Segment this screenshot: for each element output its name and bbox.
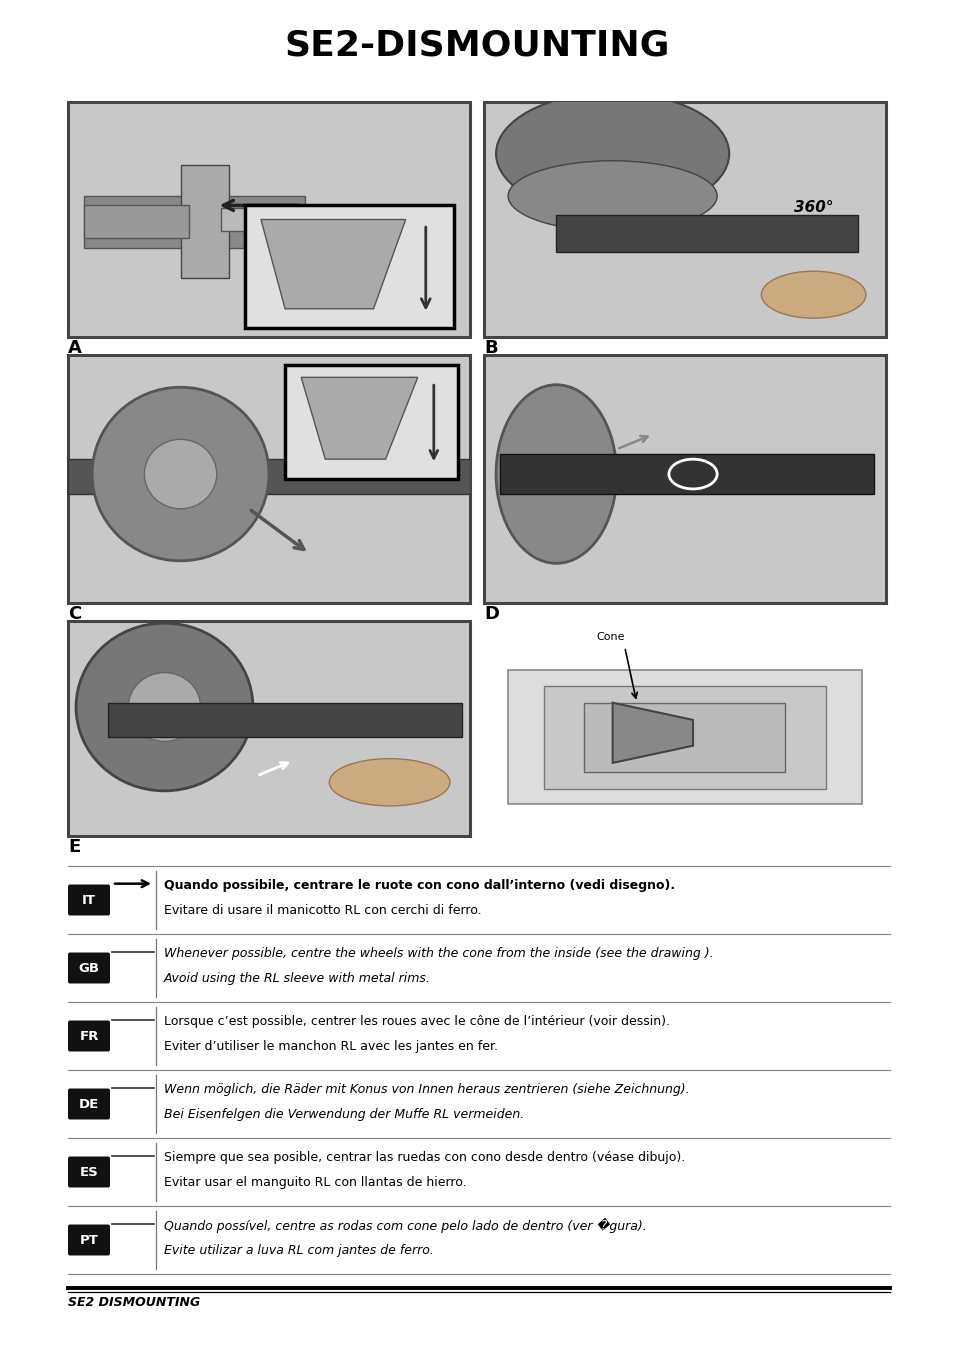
- Text: PT: PT: [79, 1234, 98, 1246]
- Bar: [68, 103, 470, 338]
- Bar: [220, 208, 309, 231]
- Bar: [84, 196, 305, 247]
- Text: Siempre que sea posible, centrar las ruedas con cono desde dentro (véase dibujo): Siempre que sea posible, centrar las rue…: [164, 1150, 684, 1164]
- Text: SE2 DISMOUNTING: SE2 DISMOUNTING: [68, 1296, 200, 1310]
- Text: GB: GB: [78, 961, 99, 975]
- Bar: [556, 215, 857, 252]
- Bar: [508, 671, 861, 803]
- Text: Evitar usar el manguito RL con llantas de hierro.: Evitar usar el manguito RL con llantas d…: [164, 1176, 466, 1189]
- Text: Avoid using the RL sleeve with metal rims.: Avoid using the RL sleeve with metal rim…: [164, 972, 431, 984]
- Text: A: A: [68, 339, 82, 356]
- Bar: [285, 364, 457, 479]
- Bar: [68, 459, 470, 494]
- Bar: [84, 205, 189, 239]
- Text: D: D: [483, 605, 498, 622]
- Text: Lorsque c’est possible, centrer les roues avec le cône de l’intérieur (voir dess: Lorsque c’est possible, centrer les roue…: [164, 1015, 669, 1027]
- Bar: [68, 621, 470, 836]
- Bar: [483, 355, 885, 603]
- Text: Evitare di usare il manicotto RL con cerchi di ferro.: Evitare di usare il manicotto RL con cer…: [164, 903, 481, 917]
- FancyBboxPatch shape: [68, 884, 110, 915]
- Text: Eviter d’utiliser le manchon RL avec les jantes en fer.: Eviter d’utiliser le manchon RL avec les…: [164, 1040, 497, 1053]
- Text: IT: IT: [82, 894, 96, 906]
- Polygon shape: [612, 703, 692, 763]
- Ellipse shape: [92, 387, 269, 560]
- Text: E: E: [68, 838, 80, 856]
- Text: Evite utilizar a luva RL com jantes de ferro.: Evite utilizar a luva RL com jantes de f…: [164, 1243, 434, 1257]
- Ellipse shape: [76, 624, 253, 791]
- Bar: [499, 454, 873, 494]
- Text: Quando possível, centre as rodas com cone pelo lado de dentro (ver �gura).: Quando possível, centre as rodas com con…: [164, 1218, 646, 1233]
- Bar: [108, 703, 461, 737]
- Text: FR: FR: [79, 1030, 98, 1042]
- Ellipse shape: [329, 759, 450, 806]
- Ellipse shape: [144, 439, 216, 509]
- FancyBboxPatch shape: [68, 1224, 110, 1256]
- Text: Whenever possible, centre the wheels with the cone from the inside (see the draw: Whenever possible, centre the wheels wit…: [164, 946, 713, 960]
- Text: B: B: [483, 339, 497, 356]
- Bar: [68, 355, 470, 603]
- FancyBboxPatch shape: [68, 1157, 110, 1188]
- Bar: [245, 205, 454, 328]
- Bar: [180, 166, 229, 278]
- Bar: [544, 686, 825, 788]
- Text: Cone: Cone: [596, 633, 624, 643]
- Text: 360°: 360°: [793, 200, 833, 215]
- Polygon shape: [301, 377, 417, 459]
- Text: SE2-DISMOUNTING: SE2-DISMOUNTING: [284, 28, 669, 62]
- Bar: [584, 703, 784, 771]
- Polygon shape: [261, 220, 405, 309]
- Ellipse shape: [508, 161, 717, 231]
- Ellipse shape: [496, 93, 728, 215]
- Bar: [483, 103, 885, 338]
- FancyBboxPatch shape: [68, 953, 110, 984]
- Text: Quando possibile, centrare le ruote con cono dall’interno (vedi disegno).: Quando possibile, centrare le ruote con …: [164, 879, 675, 891]
- Text: C: C: [68, 605, 81, 622]
- Ellipse shape: [760, 271, 865, 319]
- Text: Bei Eisenfelgen die Verwendung der Muffe RL vermeiden.: Bei Eisenfelgen die Verwendung der Muffe…: [164, 1108, 524, 1120]
- Ellipse shape: [128, 672, 200, 741]
- Text: DE: DE: [79, 1098, 99, 1111]
- FancyBboxPatch shape: [68, 1088, 110, 1119]
- FancyBboxPatch shape: [68, 1021, 110, 1052]
- Text: Wenn möglich, die Räder mit Konus von Innen heraus zentrieren (siehe Zeichnung).: Wenn möglich, die Räder mit Konus von In…: [164, 1083, 689, 1096]
- Text: ES: ES: [79, 1165, 98, 1179]
- Ellipse shape: [496, 385, 616, 563]
